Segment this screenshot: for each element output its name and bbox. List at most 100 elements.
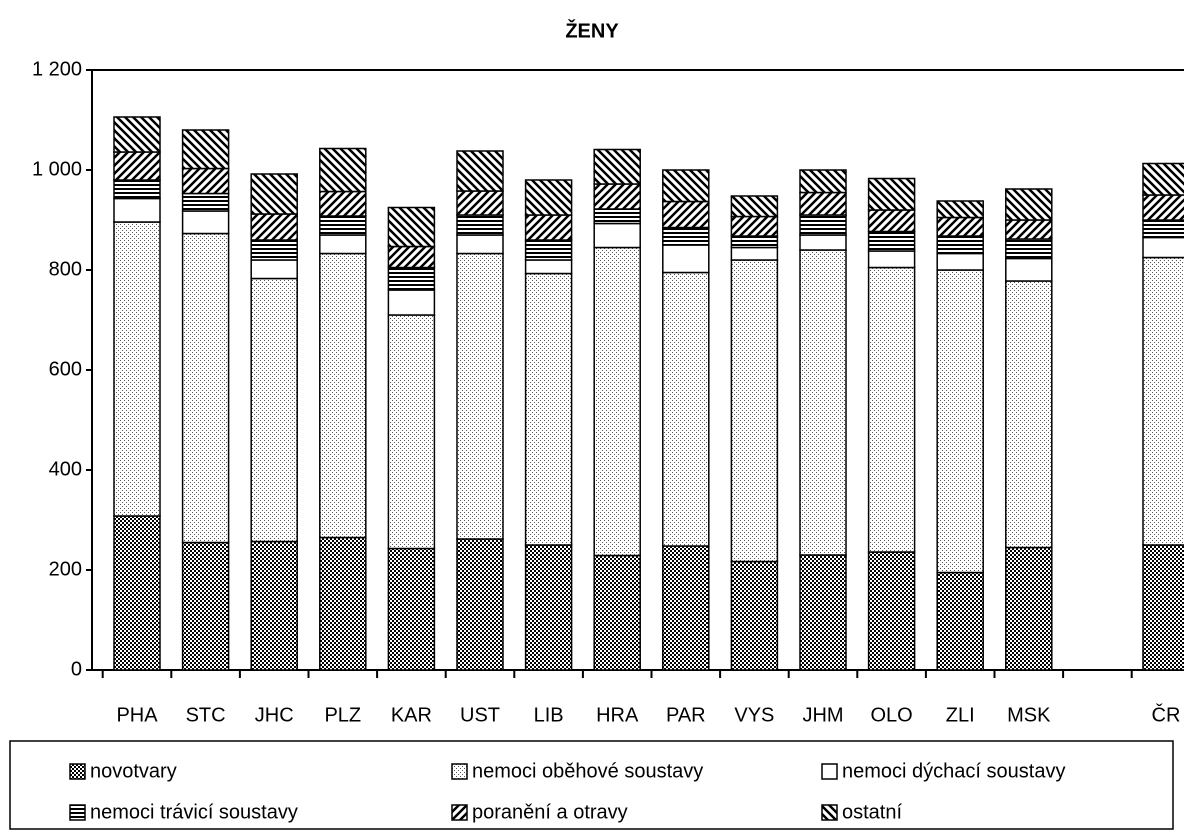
bar-segment	[387, 245, 436, 269]
bar-segment	[730, 235, 779, 249]
bar-segment	[524, 272, 573, 546]
bar-segment	[524, 239, 573, 261]
bar-segment	[456, 190, 504, 216]
bar-segment	[799, 234, 847, 251]
legend-label: ostatní	[842, 801, 902, 823]
bar-segment	[456, 150, 504, 192]
legend-swatch	[821, 804, 838, 821]
bar-segment	[387, 547, 436, 671]
y-tick-label: 600	[49, 358, 82, 380]
bar-segment	[1005, 546, 1053, 671]
bar-segment	[1005, 219, 1053, 240]
legend-swatch	[69, 763, 86, 780]
bar-segment	[799, 169, 847, 194]
bar-segment	[319, 234, 367, 255]
bar-segment	[1142, 544, 1184, 671]
bar-segment	[181, 232, 230, 544]
bar-segment	[113, 197, 161, 223]
bar-segment	[387, 314, 436, 550]
bar-segment	[250, 239, 298, 261]
bar-segment	[593, 246, 641, 557]
legend-swatch	[69, 804, 86, 821]
bar-segment	[1005, 257, 1053, 282]
bar-segment	[319, 147, 367, 193]
y-tick-label: 800	[49, 258, 82, 280]
y-tick-label: 0	[71, 658, 82, 680]
bar-segment	[936, 200, 984, 219]
bar-segment	[730, 215, 779, 237]
bar-segment	[662, 200, 710, 229]
bar-segment	[1005, 280, 1053, 549]
legend-label: nemoci trávicí soustavy	[90, 801, 298, 823]
x-tick-label: OLO	[870, 704, 912, 726]
x-tick-label: LIB	[534, 704, 564, 726]
y-tick-label: 1 000	[32, 158, 82, 180]
x-tick-label: HRA	[596, 704, 639, 726]
bar-segment	[524, 179, 573, 216]
bar-segment	[593, 554, 641, 671]
legend-label: nemoci oběhové soustavy	[472, 760, 703, 782]
bar-segment	[1142, 162, 1184, 196]
x-tick-label: JHM	[802, 704, 843, 726]
bar-segment	[593, 208, 641, 225]
bar-segment	[250, 277, 298, 543]
bar-segment	[250, 213, 298, 241]
bar-segment	[867, 230, 916, 252]
legend-swatch	[451, 763, 468, 780]
bar-segment	[867, 209, 916, 233]
bar-segment	[524, 214, 573, 241]
bar-segment	[799, 554, 847, 671]
bar-segment	[936, 252, 984, 271]
x-tick-label: PAR	[666, 704, 706, 726]
bar-segment	[936, 571, 984, 671]
bar-segment	[181, 541, 230, 671]
x-tick-label: STC	[186, 704, 226, 726]
legend-label: poranění a otravy	[472, 801, 628, 823]
bar-segment	[113, 515, 161, 671]
bar-segment	[799, 214, 847, 236]
bar-segment	[387, 206, 436, 248]
bar-segment	[1142, 256, 1184, 546]
x-tick-label: PHA	[116, 704, 158, 726]
bar-segment	[387, 289, 436, 316]
bar-segment	[181, 210, 230, 235]
bar-segment	[662, 169, 710, 203]
bar-segment	[730, 246, 779, 261]
bar-segment	[456, 252, 504, 540]
bar-segment	[867, 266, 916, 553]
bar-segment	[730, 560, 779, 671]
bar-segment	[524, 259, 573, 275]
bar-segment	[250, 540, 298, 671]
x-tick-label: VYS	[734, 704, 774, 726]
bar-segment	[319, 190, 367, 217]
legend-box	[9, 740, 1174, 830]
bar-segment	[319, 536, 367, 671]
bar-segment	[936, 216, 984, 237]
bar-segment	[662, 226, 710, 246]
y-tick-label: 400	[49, 458, 82, 480]
bar-segment	[319, 215, 367, 236]
bar-segment	[250, 259, 298, 280]
legend-label: novotvary	[90, 760, 177, 782]
legend-swatch	[821, 763, 838, 780]
bar-segment	[113, 116, 161, 153]
legend-label: nemoci dýchací soustavy	[842, 760, 1065, 782]
bar-segment	[662, 244, 710, 274]
y-tick-label: 200	[49, 558, 82, 580]
bar-segment	[1005, 188, 1053, 221]
bar-segment	[867, 250, 916, 269]
x-tick-label: ČR	[1152, 703, 1181, 726]
bar-segment	[867, 551, 916, 671]
bar-segment	[181, 192, 230, 212]
bar-segment	[250, 173, 298, 215]
x-tick-label: PLZ	[324, 704, 361, 726]
bar-segment	[662, 545, 710, 671]
bar-segment	[387, 266, 436, 291]
chart-title: ŽENY	[565, 18, 619, 42]
bar-segment	[936, 235, 984, 255]
bar-segment	[181, 129, 230, 170]
bar-segment	[319, 252, 367, 539]
bar-segment	[1142, 194, 1184, 221]
bar-segment	[113, 151, 161, 181]
